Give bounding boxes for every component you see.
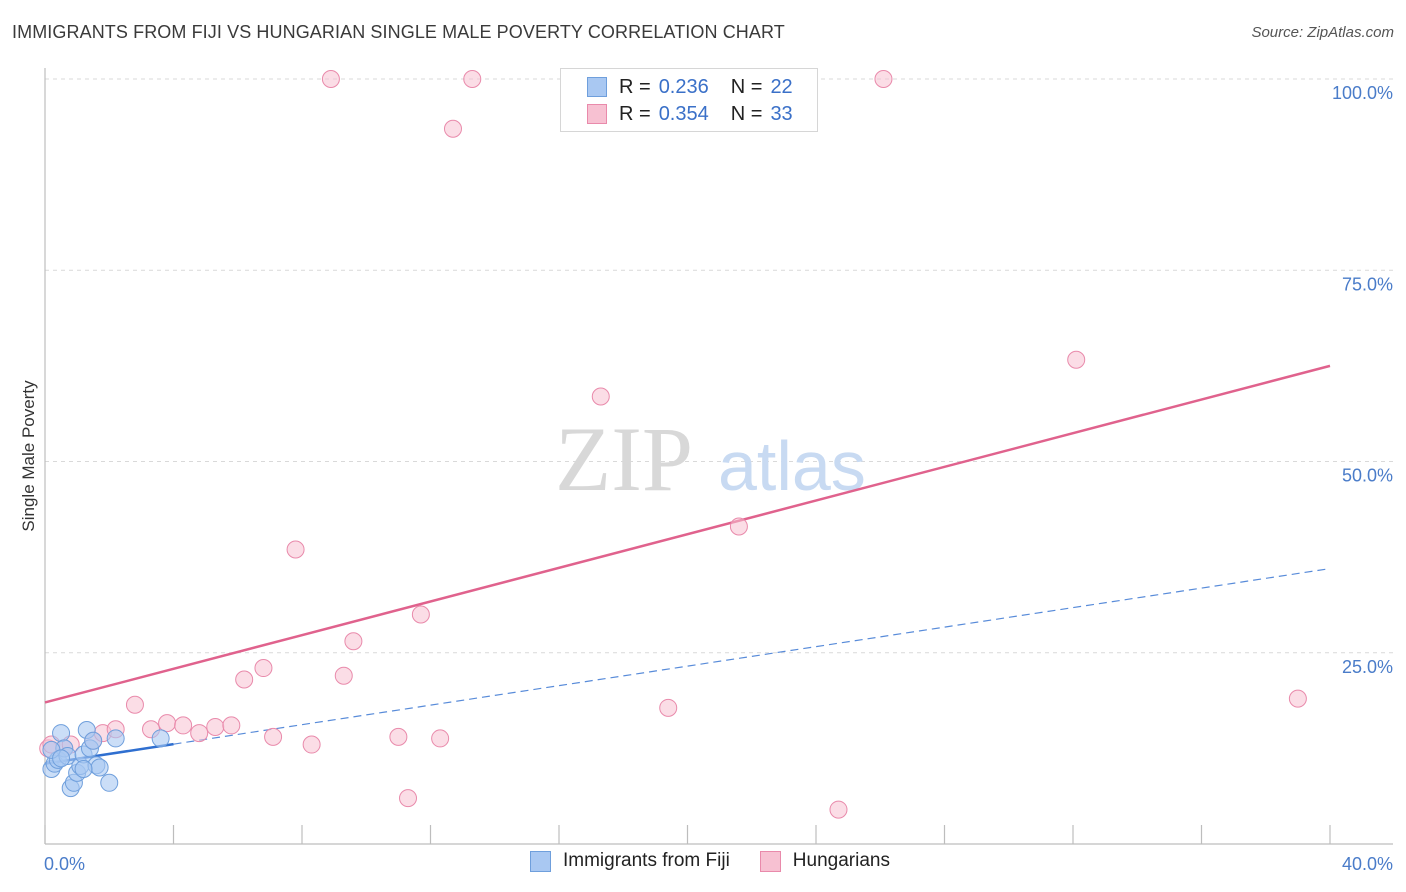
hungarians-point (254, 659, 273, 678)
hungarians-point (206, 717, 225, 736)
hungarians-point (1288, 689, 1307, 708)
r-value: 0.354 (658, 102, 709, 125)
legend-label-fiji: Immigrants from Fiji (563, 850, 730, 871)
hungarians-point (874, 70, 893, 88)
hungarians-point (235, 670, 254, 689)
hungarians-point (431, 729, 450, 748)
hungarians-point (158, 714, 177, 733)
hungarians-point (463, 70, 482, 88)
gridlines (45, 78, 1393, 654)
r-label: R = (619, 102, 651, 125)
y-tick-label: 100.0% (1332, 83, 1393, 103)
hungarians-point (443, 119, 462, 138)
fiji-swatch (530, 850, 551, 872)
legend-label-hungarians: Hungarians (792, 850, 890, 871)
n-value: 22 (770, 75, 793, 98)
watermark-zip: ZIP (555, 408, 693, 510)
hungarians-point (411, 605, 430, 624)
hungarians-point (302, 735, 321, 754)
n-label: N = (730, 102, 763, 125)
hungarians-point (829, 800, 848, 819)
y-tick-label: 25.0% (1342, 657, 1393, 677)
stats-legend: R = 0.236 N = 22 R = 0.354 N = 33 (560, 68, 818, 132)
hungarians-point (222, 716, 241, 735)
legend-row-hungarians: R = 0.354 N = 33 (587, 101, 793, 127)
hungarians-point (190, 724, 209, 743)
chart-title: IMMIGRANTS FROM FIJI VS HUNGARIAN SINGLE… (12, 22, 785, 42)
hungarians-point (729, 517, 748, 536)
y-tick-label: 75.0% (1342, 274, 1393, 294)
hungarians-point (591, 387, 610, 406)
fiji-point (52, 749, 71, 768)
hungarians-swatch (587, 104, 607, 124)
n-label: N = (730, 75, 763, 98)
hungarians-point (125, 695, 144, 714)
axes (44, 68, 1393, 845)
y-tick-labels: 25.0% 50.0% 75.0% 100.0% (1332, 83, 1393, 677)
x-tick-label-max: 40.0% (1342, 854, 1393, 874)
watermark-atlas: atlas (718, 427, 866, 505)
fiji-point (106, 729, 125, 748)
fiji-trend-line-extrapolated (173, 568, 1331, 745)
hungarians-point (399, 789, 418, 808)
hungarians-point (286, 540, 305, 559)
fiji-point (151, 729, 170, 748)
hungarians-point (334, 666, 353, 685)
fiji-point (100, 773, 119, 792)
fiji-point (84, 731, 103, 750)
series-legend: Immigrants from Fiji Hungarians (530, 850, 920, 872)
hungarians-point (264, 727, 283, 746)
hungarians-point (321, 70, 340, 88)
source-label: Source: ZipAtlas.com (1251, 24, 1394, 41)
hungarians-swatch (759, 850, 781, 872)
hungarians-trend-line (44, 364, 1331, 704)
hungarians-point (1067, 350, 1086, 369)
fiji-point (90, 758, 109, 777)
hungarians-point (389, 727, 408, 746)
legend-item-fiji[interactable]: Immigrants from Fiji (530, 850, 730, 872)
fiji-point (74, 760, 93, 779)
fiji-point (52, 724, 71, 743)
legend-item-hungarians[interactable]: Hungarians (759, 850, 890, 872)
hungarians-point (659, 698, 678, 717)
r-label: R = (619, 75, 651, 98)
n-value: 33 (770, 102, 793, 125)
y-tick-label: 50.0% (1342, 466, 1393, 486)
fiji-points (42, 721, 170, 798)
hungarians-point (174, 716, 193, 735)
y-axis-label: Single Male Poverty (19, 380, 38, 532)
r-value: 0.236 (658, 75, 709, 98)
legend-row-fiji: R = 0.236 N = 22 (587, 74, 793, 100)
fiji-swatch (587, 77, 607, 97)
hungarians-point (344, 632, 363, 651)
x-tick-label-min: 0.0% (44, 854, 85, 874)
